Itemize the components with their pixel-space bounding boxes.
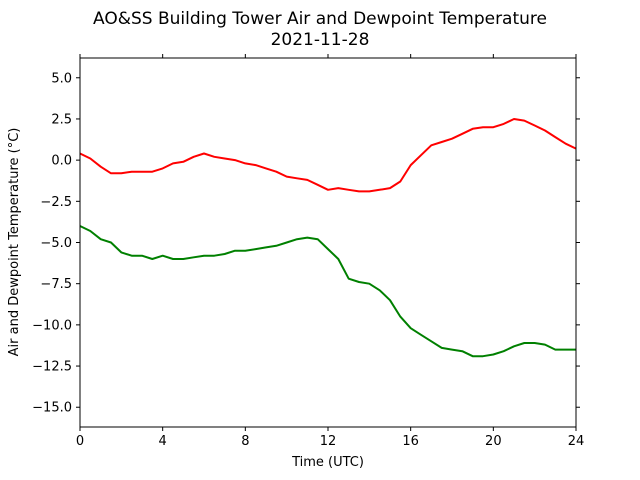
chart-subtitle: 2021-11-28 [271, 30, 370, 50]
x-tick-label-6: 24 [568, 434, 585, 449]
y-tick-label-4: −5.0 [40, 236, 72, 251]
series-layer [79, 118, 577, 358]
y-tick-label-6: −10.0 [32, 318, 72, 333]
x-tick-label-2: 8 [241, 434, 249, 449]
y-tick-label-0: 5.0 [51, 71, 72, 86]
series-line-1 [79, 118, 577, 193]
x-axis-label: Time (UTC) [291, 455, 364, 470]
chart-title: AO&SS Building Tower Air and Dewpoint Te… [93, 9, 547, 29]
y-tick-label-1: 2.5 [51, 112, 72, 127]
y-tick-label-3: −2.5 [40, 195, 72, 210]
x-tick-label-1: 4 [159, 434, 167, 449]
tick-layer: 0 4 8 12 16 20 24 5.0 2.5 0.0 −2.5 −5.0 −7.5 −10.0 −12… [32, 54, 584, 449]
y-tick-label-8: −15.0 [32, 401, 72, 416]
y-tick-label-5: −7.5 [40, 277, 72, 292]
y-tick-label-7: −12.5 [32, 360, 72, 375]
y-tick-label-2: 0.0 [51, 154, 72, 169]
x-tick-label-4: 16 [402, 434, 419, 449]
x-tick-label-3: 12 [320, 434, 337, 449]
plot-frame [79, 57, 577, 428]
x-tick-label-0: 0 [76, 434, 84, 449]
series-line-2 [79, 225, 576, 358]
x-tick-label-5: 20 [485, 434, 502, 449]
y-axis-label: Air and Dewpoint Temperature (°C) [7, 128, 22, 357]
